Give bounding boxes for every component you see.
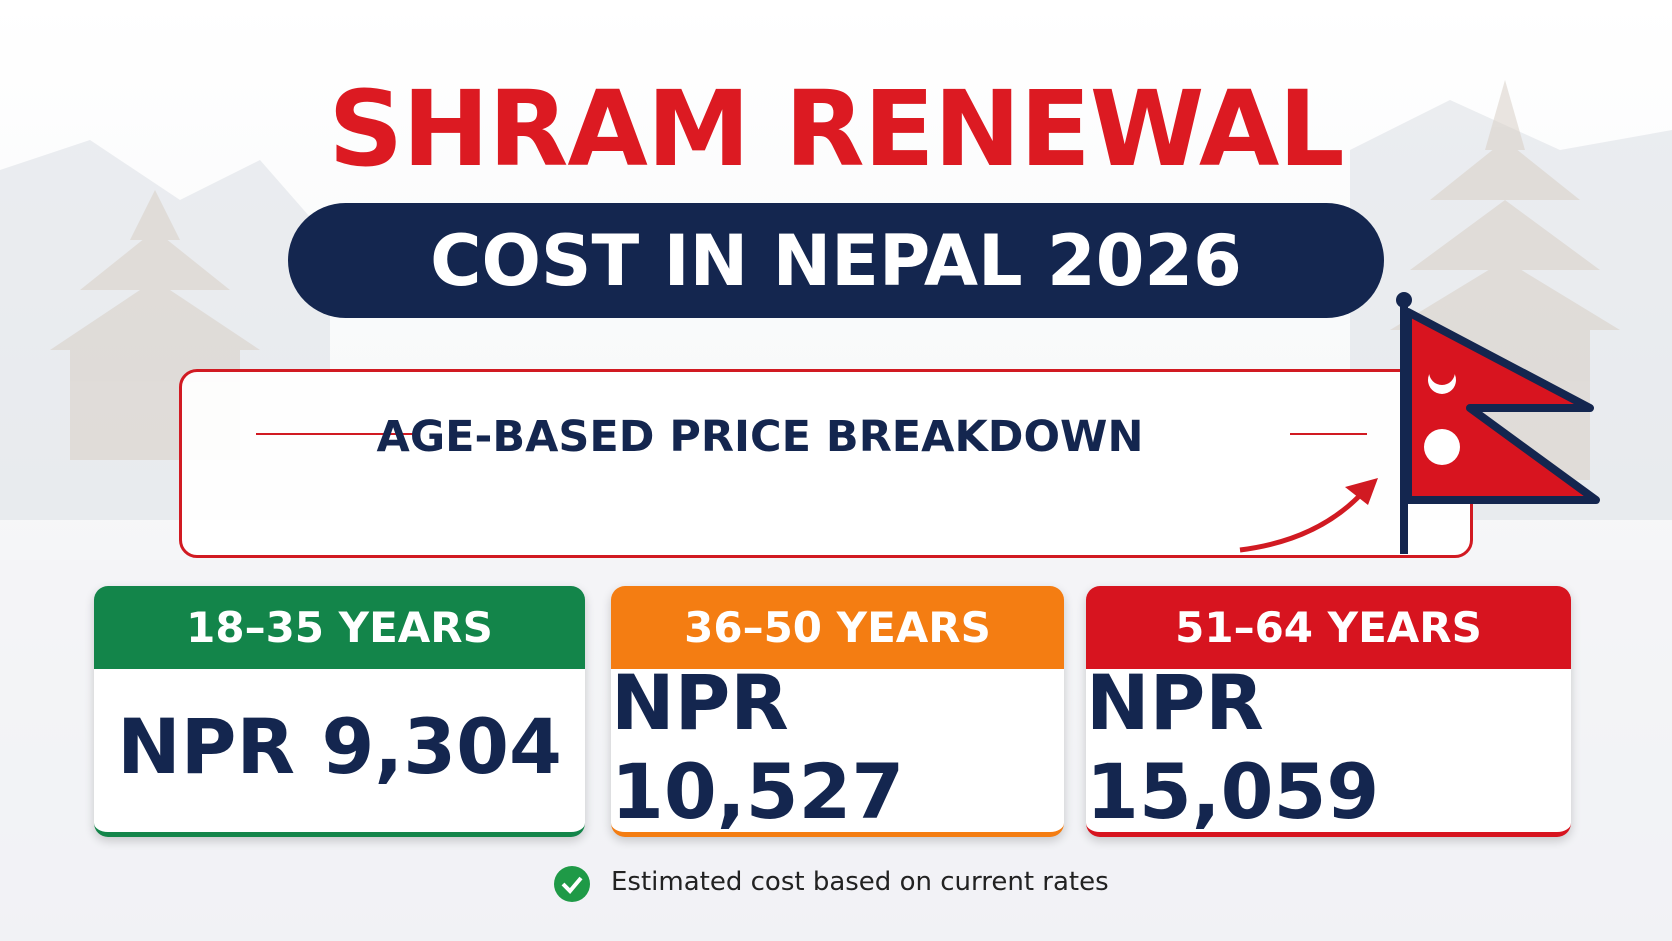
price: NPR 15,059 (1086, 657, 1380, 836)
age-range: 18–35 YEARS (94, 586, 585, 669)
price-card: 18–35 YEARS NPR 9,304 (94, 586, 585, 837)
banner-decor (256, 292, 1600, 554)
banner-box (179, 369, 1473, 558)
price: NPR 10,527 (611, 657, 905, 836)
price-card: 51–64 YEARS NPR 15,059 (1086, 586, 1571, 837)
check-icon (554, 866, 590, 902)
price: NPR 9,304 (117, 702, 562, 791)
age-range: 51–64 YEARS (1086, 586, 1571, 669)
banner-label: AGE-BASED PRICE BREAKDOWN (376, 412, 1144, 462)
footnote: Estimated cost based on current rates (611, 867, 1109, 897)
price-card: 36–50 YEARS NPR 10,527 (611, 586, 1064, 837)
age-range: 36–50 YEARS (611, 586, 1064, 669)
subtitle: COST IN NEPAL 2026 (288, 203, 1384, 318)
title: SHRAM RENEWAL (328, 68, 1344, 190)
